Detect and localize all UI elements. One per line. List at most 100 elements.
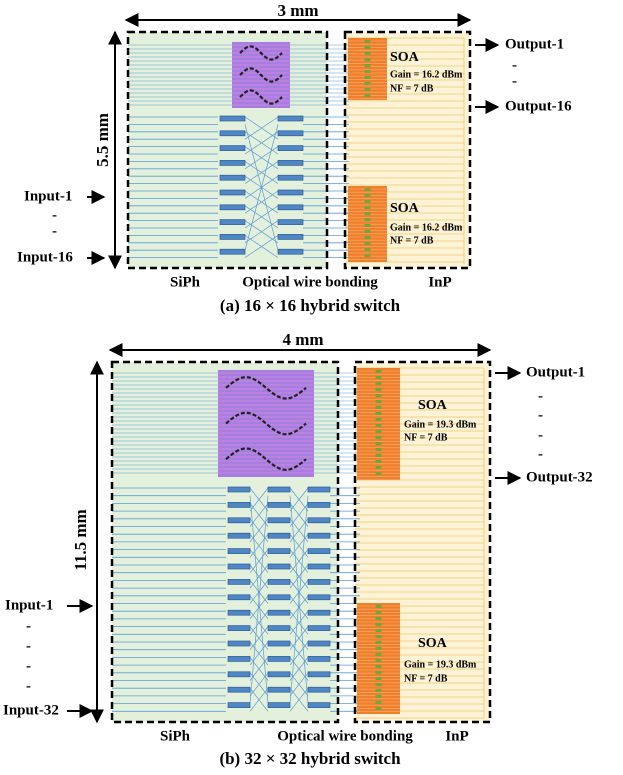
soa-label: SOA bbox=[390, 50, 420, 65]
soa-stripe bbox=[376, 635, 382, 638]
soa-stripe bbox=[376, 647, 382, 650]
soa-stripe bbox=[376, 695, 382, 698]
soa-stripe bbox=[365, 52, 371, 55]
switch-element bbox=[308, 518, 330, 523]
switch-element bbox=[228, 595, 250, 600]
switch-element bbox=[228, 626, 250, 631]
soa-stripe bbox=[376, 707, 382, 710]
switch-element bbox=[268, 626, 290, 631]
caption: (b) 32 × 32 hybrid switch bbox=[219, 749, 401, 768]
soa-stripe bbox=[365, 218, 371, 221]
soa-stripe bbox=[365, 46, 371, 49]
output-label: - bbox=[538, 446, 543, 462]
soa-label: SOA bbox=[418, 398, 448, 413]
switch-element bbox=[228, 518, 250, 523]
soa-stripe bbox=[376, 448, 382, 451]
switch-element bbox=[228, 703, 250, 708]
switch-element bbox=[220, 146, 245, 151]
output-label: Output-32 bbox=[526, 469, 593, 485]
switch-element bbox=[228, 610, 250, 615]
switch-element bbox=[268, 549, 290, 554]
soa-stripe bbox=[365, 94, 371, 97]
output-label: - bbox=[538, 407, 543, 423]
soa-gain: Gain = 16.2 dBm bbox=[390, 69, 463, 80]
soa-stripe bbox=[365, 88, 371, 91]
switch-element bbox=[220, 116, 245, 121]
soa-label: SOA bbox=[418, 636, 448, 651]
switch-element bbox=[228, 533, 250, 538]
soa-stripe bbox=[376, 617, 382, 620]
input-label: Input-1 bbox=[24, 188, 72, 204]
switch-element bbox=[308, 641, 330, 646]
width-label: 3 mm bbox=[277, 1, 318, 20]
output-label: - bbox=[538, 388, 543, 404]
switch-element bbox=[228, 549, 250, 554]
input-label: - bbox=[26, 678, 31, 694]
soa-stripe bbox=[376, 436, 382, 439]
soa-stripe bbox=[365, 242, 371, 245]
soa-stripe bbox=[376, 653, 382, 656]
height-label: 5.5 mm bbox=[93, 113, 112, 167]
soa-stripe bbox=[365, 236, 371, 239]
soa-stripe bbox=[376, 394, 382, 397]
soa-stripe bbox=[376, 370, 382, 373]
switch-element bbox=[268, 610, 290, 615]
caption: (a) 16 × 16 hybrid switch bbox=[220, 296, 401, 315]
soa-stripe bbox=[376, 677, 382, 680]
input-label: - bbox=[26, 618, 31, 634]
switch-element bbox=[228, 641, 250, 646]
switch-element bbox=[220, 220, 245, 225]
soa-gain: Gain = 16.2 dBm bbox=[390, 222, 463, 233]
soa-stripe bbox=[365, 188, 371, 191]
switch-element bbox=[308, 564, 330, 569]
switch-element bbox=[308, 703, 330, 708]
output-label: Output-1 bbox=[505, 36, 564, 52]
figure: 3 mm 5.5 mm Output-1 - - Output-16 Input… bbox=[0, 0, 623, 775]
height-label: 11.5 mm bbox=[71, 509, 90, 570]
soa-stripe bbox=[376, 665, 382, 668]
switch-element bbox=[268, 641, 290, 646]
switch-element bbox=[278, 175, 303, 180]
soa-stripe bbox=[365, 194, 371, 197]
switch-element bbox=[268, 579, 290, 584]
soa-stripe bbox=[376, 623, 382, 626]
switch-element bbox=[278, 249, 303, 254]
output-label: Output-1 bbox=[526, 364, 585, 380]
switch-element bbox=[278, 160, 303, 165]
soa-stripe bbox=[376, 629, 382, 632]
switch-element bbox=[308, 487, 330, 492]
region-label: Optical wire bonding bbox=[277, 728, 413, 744]
switch-element bbox=[308, 579, 330, 584]
switch-element bbox=[308, 610, 330, 615]
switch-element bbox=[228, 564, 250, 569]
soa-nf: NF = 7 dB bbox=[390, 83, 434, 94]
input-label: Input-1 bbox=[5, 597, 53, 613]
output-label: - bbox=[512, 57, 517, 73]
switch-element bbox=[220, 175, 245, 180]
switch-element bbox=[228, 487, 250, 492]
switch-element bbox=[228, 672, 250, 677]
switch-element bbox=[220, 234, 245, 239]
soa-stripe bbox=[376, 701, 382, 704]
input-label: - bbox=[52, 207, 57, 223]
soa-stripe bbox=[365, 76, 371, 79]
soa-stripe bbox=[365, 206, 371, 209]
soa-stripe bbox=[365, 40, 371, 43]
switch-element bbox=[278, 190, 303, 195]
soa-stripe bbox=[365, 58, 371, 61]
width-label: 4 mm bbox=[282, 330, 323, 349]
switch-element bbox=[228, 656, 250, 661]
soa-stripe bbox=[376, 418, 382, 421]
region-label: SiPh bbox=[160, 728, 191, 744]
soa-stripe bbox=[376, 454, 382, 457]
soa-stripe bbox=[376, 689, 382, 692]
switch-element bbox=[268, 703, 290, 708]
input-label: - bbox=[26, 658, 31, 674]
switch-element bbox=[268, 533, 290, 538]
soa-stripe bbox=[365, 254, 371, 257]
soa-stripe bbox=[376, 605, 382, 608]
soa-stripe bbox=[376, 460, 382, 463]
soa-stripe bbox=[376, 400, 382, 403]
switch-element bbox=[228, 502, 250, 507]
soa-stripe bbox=[376, 659, 382, 662]
